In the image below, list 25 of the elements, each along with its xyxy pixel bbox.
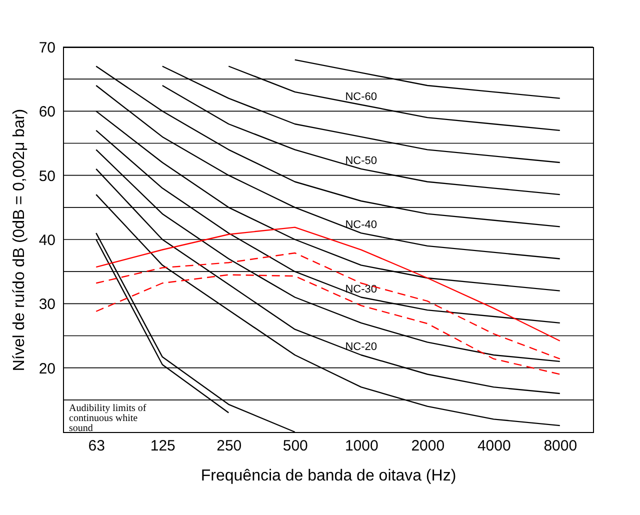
y-axis-title: Nível de ruído dB (0dB = 0,002μ bar) [10,108,28,372]
line-series [96,274,560,375]
x-tick-label: 1000 [344,438,378,454]
x-tick-label: 4000 [477,438,511,454]
y-tick-label: 50 [38,168,56,185]
y-tick-label: 30 [38,296,56,314]
x-tick-label: 2000 [411,438,445,454]
y-tick-label: 40 [38,232,56,249]
series-label: NC-60 [345,90,378,103]
line-series [96,226,560,342]
series-label: NC-40 [345,219,378,232]
x-tick-label: 8000 [544,438,578,454]
y-tick-label: 60 [38,104,56,121]
series-label: NC-30 [345,283,378,296]
y-tick-label: 70 [38,40,56,56]
x-tick-label: 500 [282,438,308,454]
x-tick-label: 125 [150,438,176,454]
x-tick-label: 63 [88,438,105,454]
x-tick-label: 250 [216,438,242,454]
y-tick-label: 20 [38,360,56,378]
annotation: Audibility limits of continuous white sound [69,403,147,434]
series-label: NC-50 [345,154,378,167]
line-series [96,252,560,360]
x-axis-title: Frequência de banda de oitava (Hz) [200,468,456,484]
series-label: NC-20 [345,341,378,353]
